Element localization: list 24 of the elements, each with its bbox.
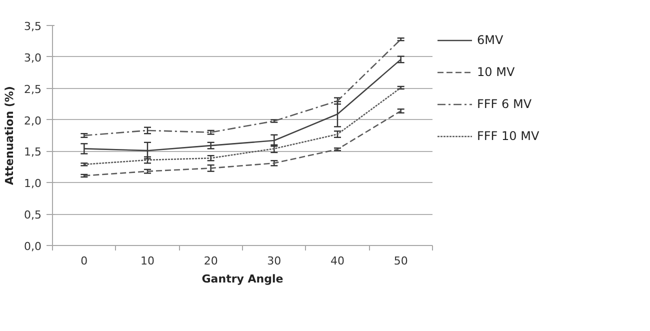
legend-label: 10 MV [477, 65, 515, 79]
line-series [84, 110, 402, 176]
x-axis-title: Gantry Angle [202, 272, 284, 286]
y-tick-label: 1,5 [24, 146, 42, 159]
legend-label: 6MV [477, 33, 504, 47]
y-tick-label: 3,5 [24, 20, 42, 33]
line-series [84, 58, 402, 152]
x-tick-label: 0 [80, 254, 88, 268]
y-tick-label: 0,5 [24, 208, 42, 222]
y-tick-label: 0,0 [24, 240, 42, 253]
y-tick-label: 2,0 [24, 114, 42, 128]
y-axis-title: Attenuation (%) [3, 86, 16, 185]
y-tick-label: 3,0 [24, 51, 42, 64]
line-series [84, 38, 402, 136]
legend-label: FFF 10 MV [477, 129, 540, 143]
legend-label: FFF 6 MV [477, 97, 532, 111]
x-tick-label: 40 [330, 254, 344, 268]
y-tick-label: 1,0 [24, 177, 42, 190]
x-tick-label: 20 [204, 254, 218, 268]
x-tick-label: 50 [394, 254, 408, 268]
x-tick-label: 10 [140, 254, 154, 268]
y-tick-label: 2,5 [24, 82, 42, 96]
line-series [84, 87, 402, 166]
x-tick-label: 30 [267, 254, 282, 268]
